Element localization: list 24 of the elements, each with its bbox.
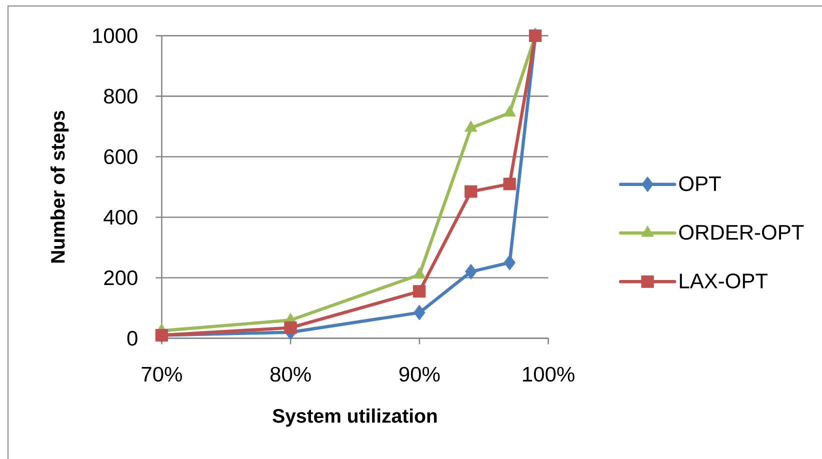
point [413,285,426,298]
y-tick-label: 800 [104,88,138,104]
point [464,120,478,132]
point [465,264,477,280]
y-tick-label: 1000 [93,28,138,44]
x-axis-title: System utilization [272,408,437,427]
x-tick-label: 70% [142,366,182,382]
y-tick-label: 600 [104,149,138,164]
point [464,185,478,198]
y-axis-title: Number of steps [50,110,69,263]
point [284,321,297,334]
point [504,254,516,270]
x-tick-label: 90% [399,366,440,382]
legend-label: OPT [679,176,721,192]
legend-label: ORDER-OPT [679,224,804,240]
y-tick-label: 400 [104,210,138,225]
x-tick-label: 80% [270,366,311,382]
x-tick-label: 100% [523,366,574,382]
point [503,178,516,190]
point [414,304,426,320]
legend-label: LAX-OPT [680,274,768,288]
y-tick-label: 0 [127,330,138,346]
point [503,106,516,117]
y-tick-label: 200 [104,270,138,286]
